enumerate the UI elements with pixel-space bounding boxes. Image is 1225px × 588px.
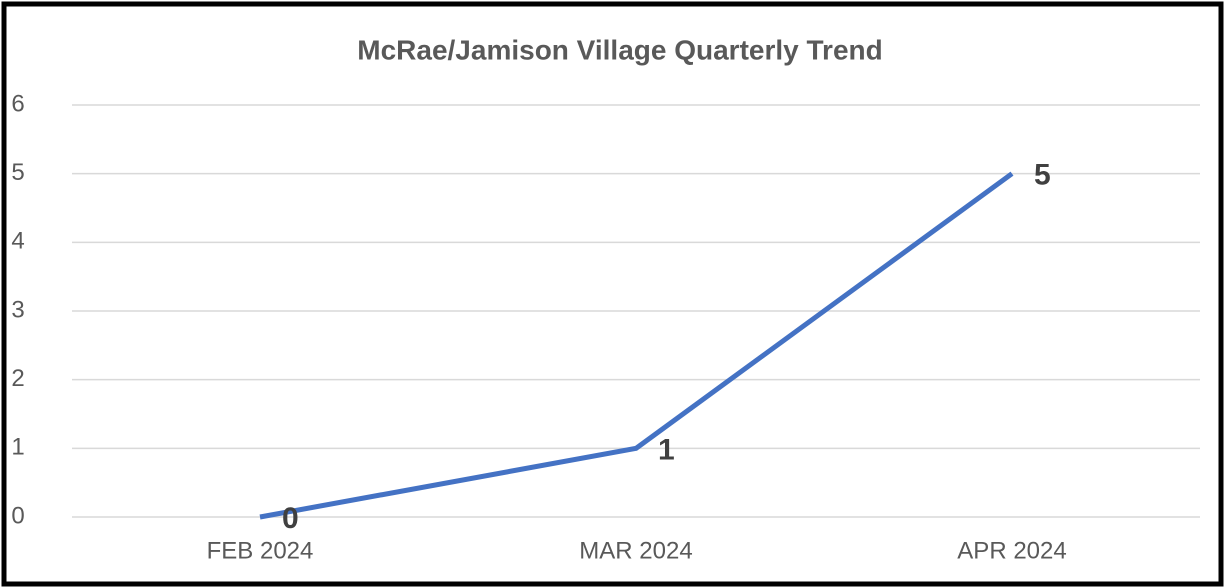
line	[259, 171, 1014, 520]
y-tick-label: 0	[11, 502, 24, 529]
y-tick-label: 1	[11, 434, 24, 461]
y-tick-label: 6	[11, 90, 24, 117]
y-tick-label: 3	[11, 296, 24, 323]
y-tick-label: 4	[11, 228, 24, 255]
data-label: 5	[1034, 159, 1051, 192]
y-tick-label: 2	[11, 365, 24, 392]
x-tick-label: FEB 2024	[207, 537, 314, 564]
chart-title: McRae/Jamison Village Quarterly Trend	[357, 34, 882, 65]
x-tick-label: APR 2024	[957, 537, 1066, 564]
x-tick-label: MAR 2024	[579, 537, 692, 564]
data-label: 0	[282, 502, 299, 535]
y-tick-label: 5	[11, 159, 24, 186]
data-label: 1	[658, 433, 675, 466]
